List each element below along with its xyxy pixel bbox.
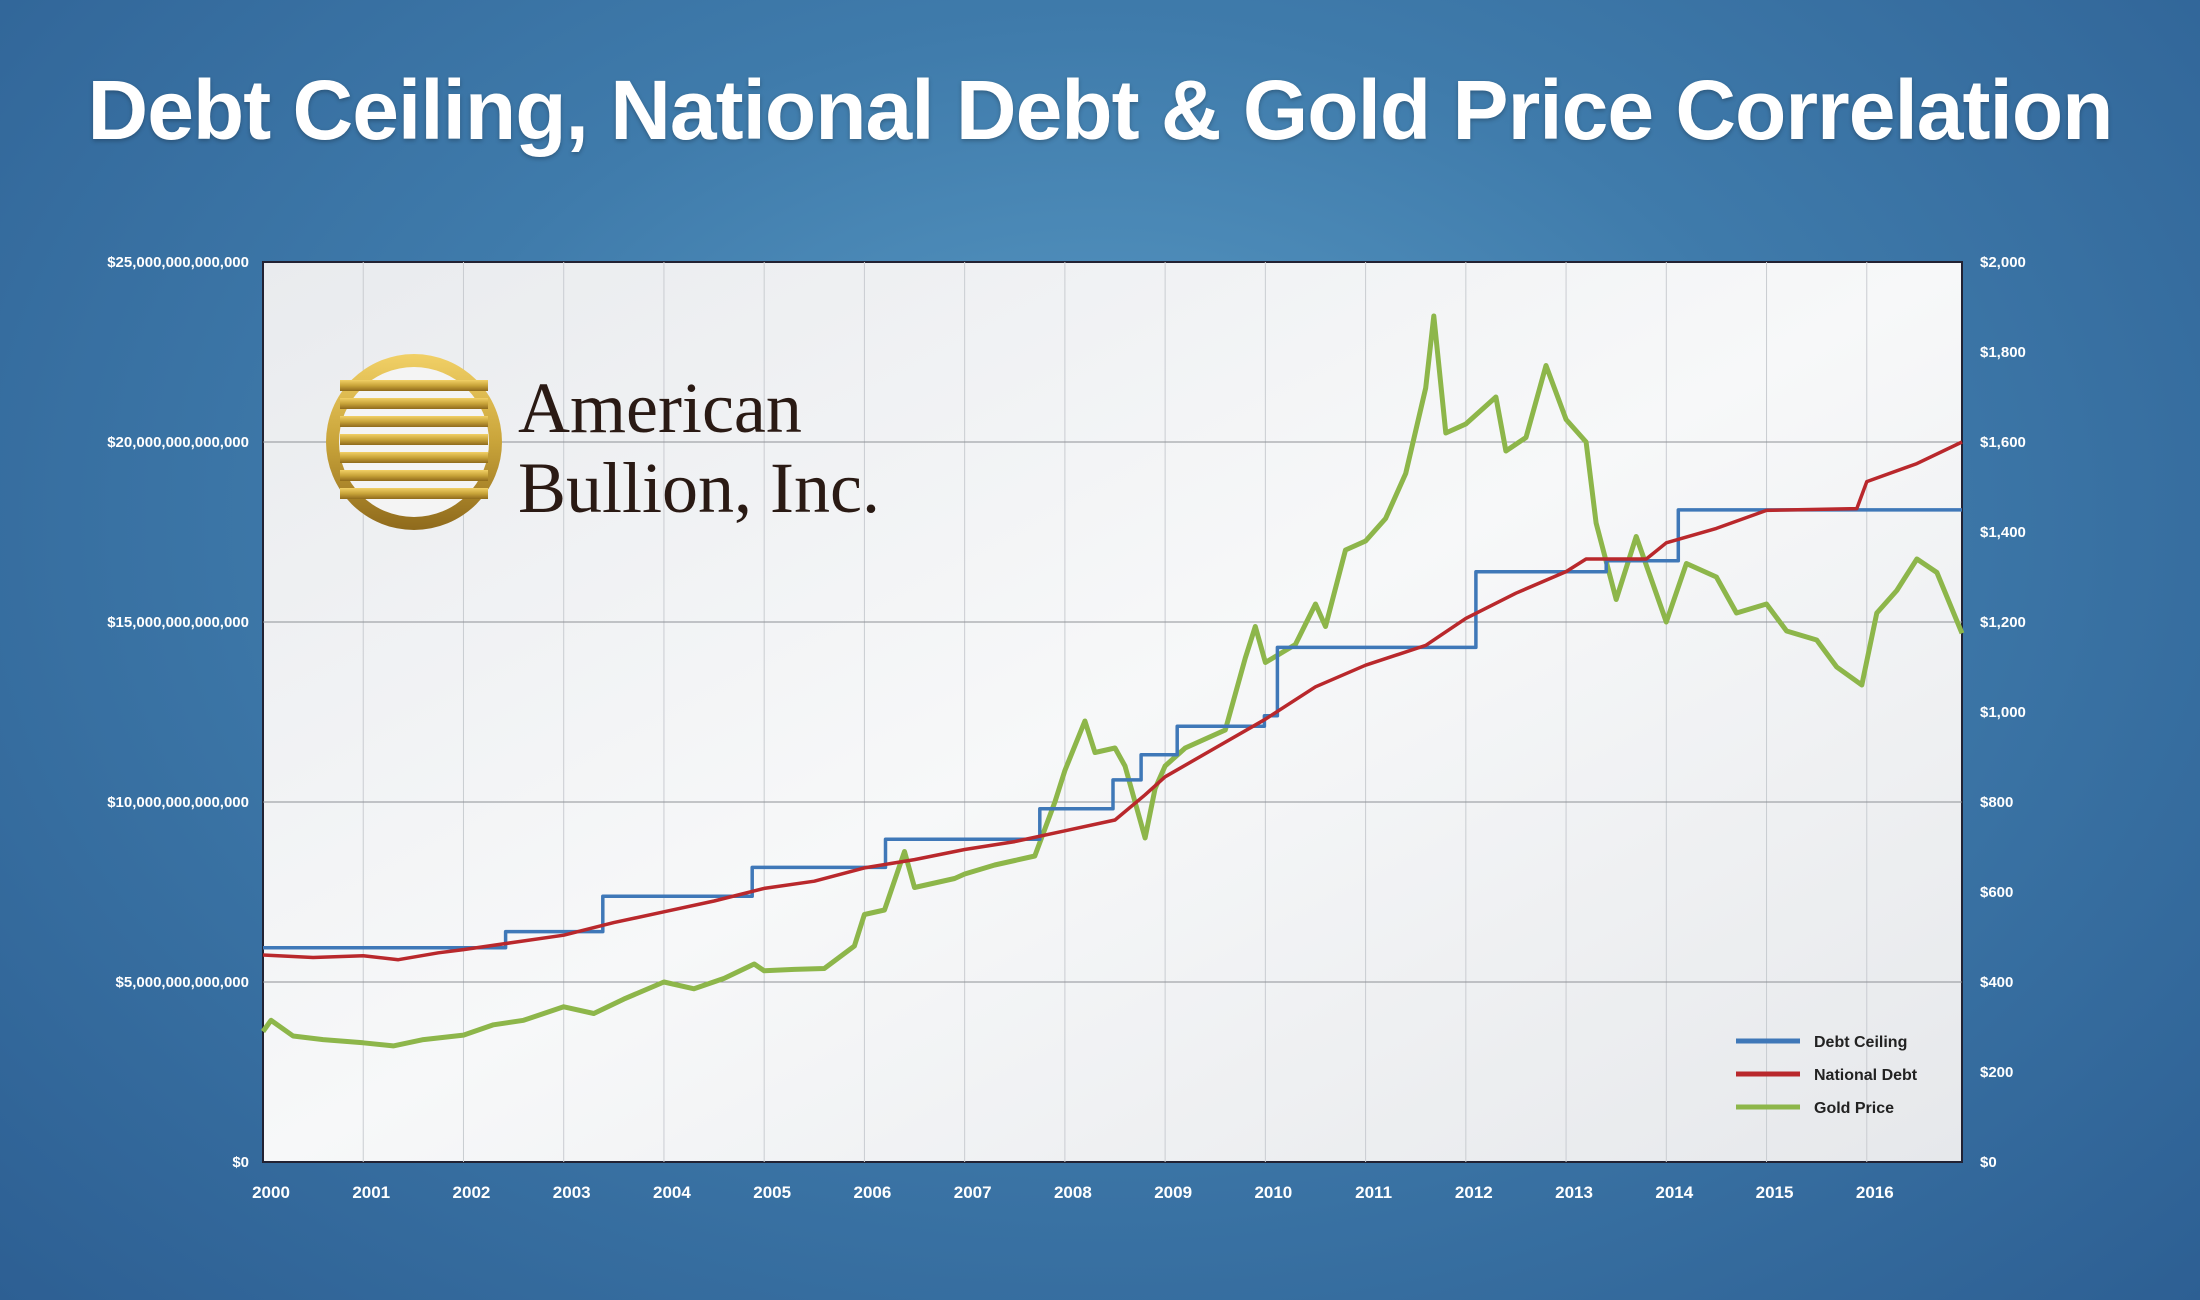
x-tick-label: 2009 bbox=[1154, 1183, 1192, 1202]
series-line-gold-price bbox=[260, 313, 1965, 1049]
y-right-tick-label: $1,000 bbox=[1980, 704, 2026, 721]
x-tick-label: 2001 bbox=[352, 1183, 390, 1202]
y-right-tick-label: $200 bbox=[1980, 1064, 2013, 1081]
x-tick-label: 2015 bbox=[1756, 1183, 1794, 1202]
logo-stripe bbox=[340, 380, 488, 391]
series-line-national-debt bbox=[262, 440, 1963, 962]
y-axis-right: $0 $200 $400 $600 $800 $1,000 $1,200 $1,400 $1,6… bbox=[1980, 254, 2026, 1171]
logo-stripe bbox=[340, 416, 488, 427]
x-axis: 2000 2001 2002 2003 2004 2005 2006 2007 2008 2009… bbox=[252, 1183, 1894, 1202]
x-tick-label: 2013 bbox=[1555, 1183, 1593, 1202]
y-right-tick-label: $600 bbox=[1980, 884, 2013, 901]
x-tick-label: 2003 bbox=[553, 1183, 591, 1202]
y-right-tick-label: $1,400 bbox=[1980, 524, 2026, 541]
x-tick-label: 2004 bbox=[653, 1183, 691, 1202]
x-tick-label: 2010 bbox=[1254, 1183, 1292, 1202]
y-left-tick-label: $20,000,000,000,000 bbox=[107, 434, 249, 451]
x-tick-label: 2012 bbox=[1455, 1183, 1493, 1202]
series-line-debt-ceiling bbox=[263, 508, 1962, 950]
x-tick-label: 2005 bbox=[753, 1183, 791, 1202]
logo-stripe bbox=[340, 398, 488, 409]
x-tick-label: 2008 bbox=[1054, 1183, 1092, 1202]
y-left-tick-label: $25,000,000,000,000 bbox=[107, 254, 249, 271]
logo-stripe bbox=[340, 470, 488, 481]
y-left-tick-label: $15,000,000,000,000 bbox=[107, 614, 249, 631]
y-right-tick-label: $400 bbox=[1980, 974, 2013, 991]
y-right-tick-label: $1,800 bbox=[1980, 344, 2026, 361]
y-right-tick-label: $0 bbox=[1980, 1154, 1997, 1171]
y-left-tick-label: $10,000,000,000,000 bbox=[107, 794, 249, 811]
x-tick-label: 2007 bbox=[954, 1183, 992, 1202]
x-tick-label: 2000 bbox=[252, 1183, 290, 1202]
american-bullion-logo: American Bullion, Inc. bbox=[326, 354, 880, 530]
x-tick-label: 2011 bbox=[1355, 1183, 1392, 1202]
logo-stripes-icon bbox=[340, 380, 488, 499]
y-axis-left: $0 $5,000,000,000,000 $10,000,000,000,000 $… bbox=[107, 254, 249, 1171]
x-tick-label: 2016 bbox=[1856, 1183, 1894, 1202]
y-left-tick-label: $5,000,000,000,000 bbox=[116, 974, 249, 991]
y-left-tick-label: $0 bbox=[232, 1154, 249, 1171]
legend-label: Debt Ceiling bbox=[1814, 1034, 1907, 1051]
x-tick-label: 2006 bbox=[854, 1183, 892, 1202]
x-tick-label: 2002 bbox=[453, 1183, 491, 1202]
y-right-tick-label: $1,200 bbox=[1980, 614, 2026, 631]
logo-line-1: American bbox=[518, 368, 802, 448]
x-tick-label: 2014 bbox=[1655, 1183, 1693, 1202]
y-right-tick-label: $1,600 bbox=[1980, 434, 2026, 451]
y-right-tick-label: $2,000 bbox=[1980, 254, 2026, 271]
logo-stripe bbox=[340, 434, 488, 445]
page-title: Debt Ceiling, National Debt & Gold Price… bbox=[87, 63, 2114, 157]
legend: Debt Ceiling National Debt Gold Price bbox=[1736, 1034, 1918, 1117]
legend-label: Gold Price bbox=[1814, 1100, 1894, 1117]
logo-line-2: Bullion, Inc. bbox=[518, 448, 880, 528]
grid-vertical bbox=[362, 262, 1868, 1162]
legend-label: National Debt bbox=[1814, 1067, 1918, 1084]
logo-stripe bbox=[340, 452, 488, 463]
y-right-tick-label: $800 bbox=[1980, 794, 2013, 811]
logo-stripe bbox=[340, 488, 488, 499]
series-lines bbox=[260, 313, 1965, 1049]
